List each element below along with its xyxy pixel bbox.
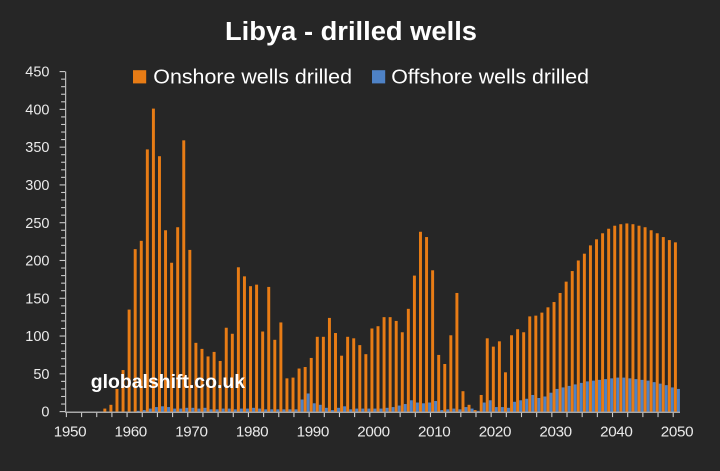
svg-text:Onshore wells drilled: Onshore wells drilled [153, 66, 352, 88]
svg-text:100: 100 [25, 329, 49, 345]
svg-text:300: 300 [25, 178, 49, 194]
svg-text:2020: 2020 [479, 423, 511, 440]
svg-text:350: 350 [25, 140, 49, 156]
svg-text:Libya - drilled wells: Libya - drilled wells [225, 18, 477, 46]
svg-text:250: 250 [25, 216, 49, 232]
svg-text:2000: 2000 [357, 423, 389, 440]
svg-text:50: 50 [33, 367, 49, 383]
svg-text:150: 150 [25, 291, 49, 307]
svg-text:2030: 2030 [539, 423, 571, 440]
svg-text:1970: 1970 [175, 423, 207, 440]
svg-text:400: 400 [25, 102, 49, 118]
svg-text:1990: 1990 [297, 423, 329, 440]
svg-text:2010: 2010 [418, 423, 450, 440]
svg-text:1980: 1980 [236, 423, 268, 440]
svg-text:2040: 2040 [600, 423, 632, 440]
svg-text:450: 450 [25, 65, 49, 81]
svg-text:0: 0 [41, 405, 49, 421]
svg-text:2050: 2050 [661, 423, 693, 440]
svg-text:Offshore wells drilled: Offshore wells drilled [391, 66, 589, 88]
svg-text:200: 200 [25, 254, 49, 270]
svg-text:globalshift.co.uk: globalshift.co.uk [91, 371, 245, 393]
svg-text:1950: 1950 [54, 423, 86, 440]
svg-text:1960: 1960 [115, 423, 147, 440]
